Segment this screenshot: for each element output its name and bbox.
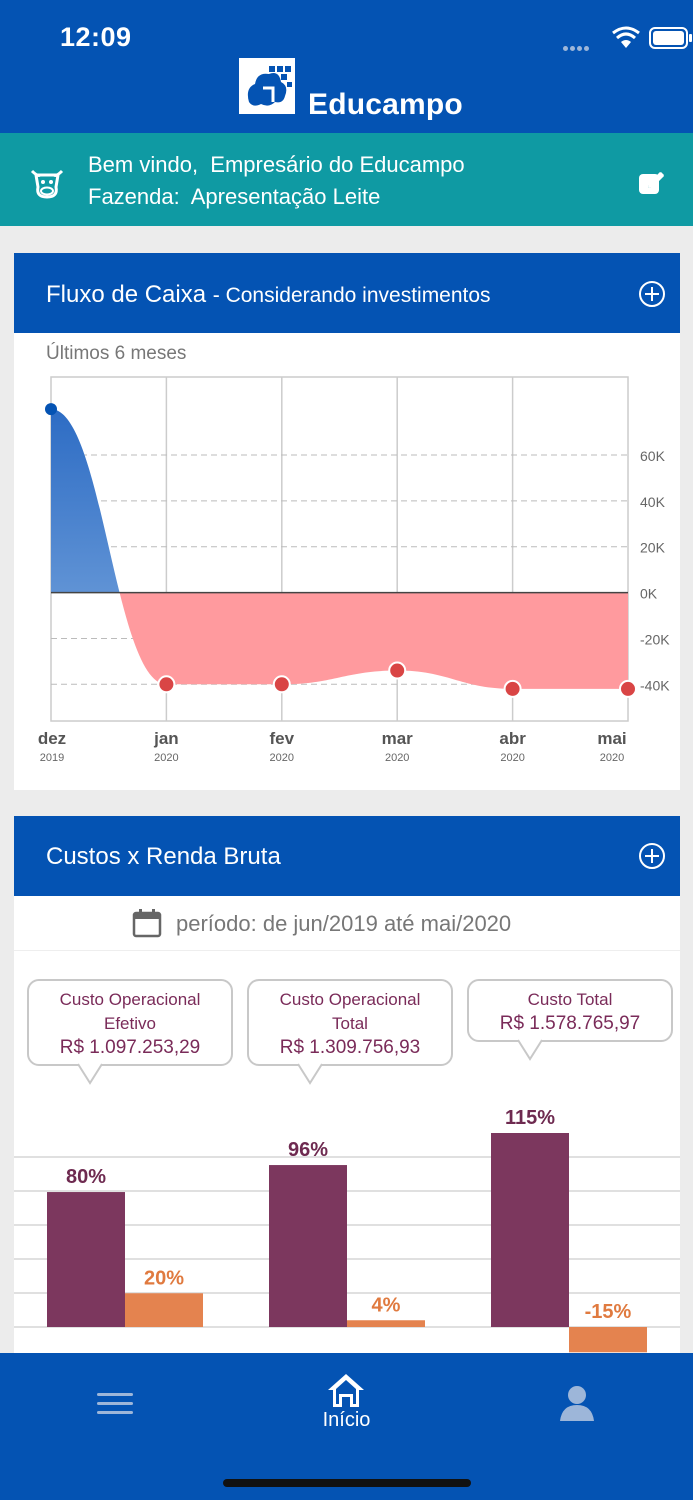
calendar-icon xyxy=(132,909,162,938)
x-tick-label: abr xyxy=(499,729,526,748)
x-tick-year: 2020 xyxy=(270,752,294,764)
positive-area xyxy=(51,409,628,593)
bar xyxy=(491,1133,569,1327)
app-name: Educampo xyxy=(308,88,463,121)
tab-home-label[interactable]: Início xyxy=(322,1409,371,1431)
cash-flow-period: Últimos 6 meses xyxy=(46,343,187,364)
cash-flow-card-header: Fluxo de Caixa - Considerando investimen… xyxy=(14,253,680,333)
x-tick-label: jan xyxy=(153,729,179,748)
callout-custo-operacional-total: Custo Operacional Total R$ 1.309.756,93 xyxy=(247,979,453,1066)
callout-value: R$ 1.097.253,29 xyxy=(59,1037,201,1058)
x-tick-year: 2020 xyxy=(154,752,178,764)
educampo-logo-icon xyxy=(239,58,295,114)
callout-label-line1: Custo Operacional xyxy=(279,990,421,1009)
bar-value-label: 80% xyxy=(66,1166,106,1188)
bar xyxy=(47,1192,125,1327)
data-point xyxy=(388,661,407,680)
bar-value-label: 20% xyxy=(144,1267,184,1289)
cow-icon xyxy=(30,169,64,199)
home-icon[interactable] xyxy=(326,1371,366,1409)
greeting-prefix: Bem vindo, xyxy=(88,152,199,177)
callout-label-line1: Custo Operacional xyxy=(59,990,201,1009)
y-tick-label: 60K xyxy=(640,448,666,464)
callout-tail xyxy=(517,1039,543,1061)
cash-flow-chart: 60K 40K 20K 0K -20K -40K dez 2019 jan 2020 fev 2020… xyxy=(38,376,670,764)
x-tick-label: dez xyxy=(38,729,66,748)
welcome-greeting: Bem vindo, Empresário do Educampo xyxy=(88,152,465,178)
period-text: período: de jun/2019 até mai/2020 xyxy=(176,911,512,936)
cash-flow-title-main: Fluxo de Caixa xyxy=(46,281,207,308)
data-point xyxy=(272,675,291,694)
bar-value-label: 4% xyxy=(372,1294,401,1316)
x-tick-year: 2020 xyxy=(385,752,409,764)
menu-icon[interactable] xyxy=(97,1391,133,1417)
user-icon[interactable] xyxy=(558,1383,596,1421)
costs-title: Custos x Renda Bruta xyxy=(46,843,281,870)
callout-label-line1: Custo Total xyxy=(527,990,613,1009)
expand-plus-icon[interactable] xyxy=(638,842,666,870)
bar-value-label: 115% xyxy=(505,1107,555,1129)
edit-icon[interactable] xyxy=(636,167,666,197)
app-header: 12:09 Educampo xyxy=(0,0,693,133)
negative-area xyxy=(119,592,628,689)
data-point xyxy=(157,675,176,694)
cash-flow-subtitle: - Considerando investimentos xyxy=(212,284,491,307)
user-name: Empresário do Educampo xyxy=(210,152,465,177)
bar-value-label: 96% xyxy=(288,1139,328,1161)
bottom-tab-bar: Início xyxy=(0,1353,693,1500)
bar-value-label: -15% xyxy=(585,1301,632,1323)
cellular-signal-icon xyxy=(563,38,597,51)
data-point xyxy=(45,403,57,416)
callout-label-line2: Total xyxy=(332,1014,368,1033)
callout-value: R$ 1.309.756,93 xyxy=(279,1037,421,1058)
home-indicator xyxy=(223,1479,471,1487)
x-tick-label: fev xyxy=(270,729,295,748)
cash-flow-title: Fluxo de Caixa - Considerando investimen… xyxy=(46,281,491,309)
x-tick-label: mai xyxy=(597,729,626,748)
data-point xyxy=(619,679,637,698)
costs-bar-chart: 80% 20% 96% 4% 115% -15% xyxy=(14,1107,680,1353)
costs-card: Custos x Renda Bruta período: de jun/201… xyxy=(14,816,680,1353)
y-tick-label: 40K xyxy=(640,494,666,510)
callout-value: R$ 1.578.765,97 xyxy=(499,1013,641,1034)
farm-name: Apresentação Leite xyxy=(190,184,381,209)
y-tick-label: -20K xyxy=(640,631,670,647)
callout-custo-operacional-efetivo: Custo Operacional Efetivo R$ 1.097.253,2… xyxy=(27,979,233,1066)
bar xyxy=(125,1293,203,1327)
expand-plus-icon[interactable] xyxy=(638,280,666,308)
callout-tail xyxy=(297,1063,323,1085)
bar xyxy=(269,1165,347,1327)
wifi-icon xyxy=(612,26,640,48)
x-tick-year: 2020 xyxy=(500,752,524,764)
cash-flow-card: Fluxo de Caixa - Considerando investimen… xyxy=(14,253,680,790)
callout-label-line2: Efetivo xyxy=(104,1014,156,1033)
costs-card-header: Custos x Renda Bruta xyxy=(14,816,680,896)
callout-custo-total: Custo Total R$ 1.578.765,97 xyxy=(467,979,673,1042)
x-tick-year: 2020 xyxy=(600,752,624,764)
farm-prefix: Fazenda: xyxy=(88,184,180,209)
bar xyxy=(347,1320,425,1327)
period-selector[interactable]: período: de jun/2019 até mai/2020 xyxy=(14,896,680,951)
welcome-farm: Fazenda: Apresentação Leite xyxy=(88,184,380,210)
battery-icon xyxy=(649,27,692,49)
bar xyxy=(569,1327,647,1353)
welcome-bar: Bem vindo, Empresário do Educampo Fazend… xyxy=(0,133,693,226)
callout-tail xyxy=(77,1063,103,1085)
educampo-logo: Educampo xyxy=(239,58,463,122)
status-time: 12:09 xyxy=(60,22,132,52)
y-tick-label: 20K xyxy=(640,540,666,556)
x-tick-label: mar xyxy=(382,729,414,748)
x-tick-year: 2019 xyxy=(40,752,64,764)
y-tick-label: 0K xyxy=(640,586,658,602)
y-tick-label: -40K xyxy=(640,677,670,693)
data-point xyxy=(503,679,522,698)
